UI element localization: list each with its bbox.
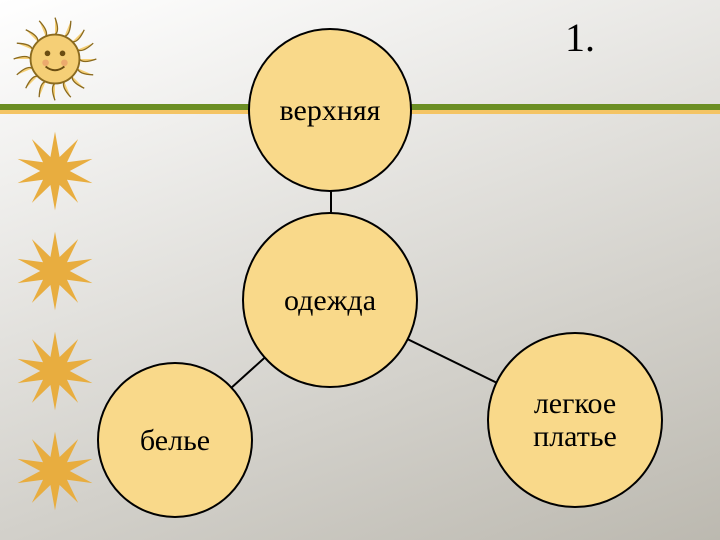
diagram-node-label: одежда [278,284,382,317]
decor-column [0,0,110,540]
sun-face-icon [8,12,102,106]
diagram-node-label: верхняя [274,94,387,127]
diagram-node-right: легкое платье [487,332,663,508]
diagram-node-left: белье [97,362,253,518]
diagram-node-center: одежда [242,212,418,388]
starburst-icon [14,130,96,212]
slide-number: 1. [565,14,595,61]
slide-stage: 1. верхняя белье легкое платье одежда [0,0,720,540]
diagram-node-label: белье [134,424,216,457]
diagram-node-label: легкое платье [527,387,623,453]
starburst-icon [14,230,96,312]
starburst-icon [14,330,96,412]
diagram-node-top: верхняя [248,28,412,192]
starburst-icon [14,430,96,512]
